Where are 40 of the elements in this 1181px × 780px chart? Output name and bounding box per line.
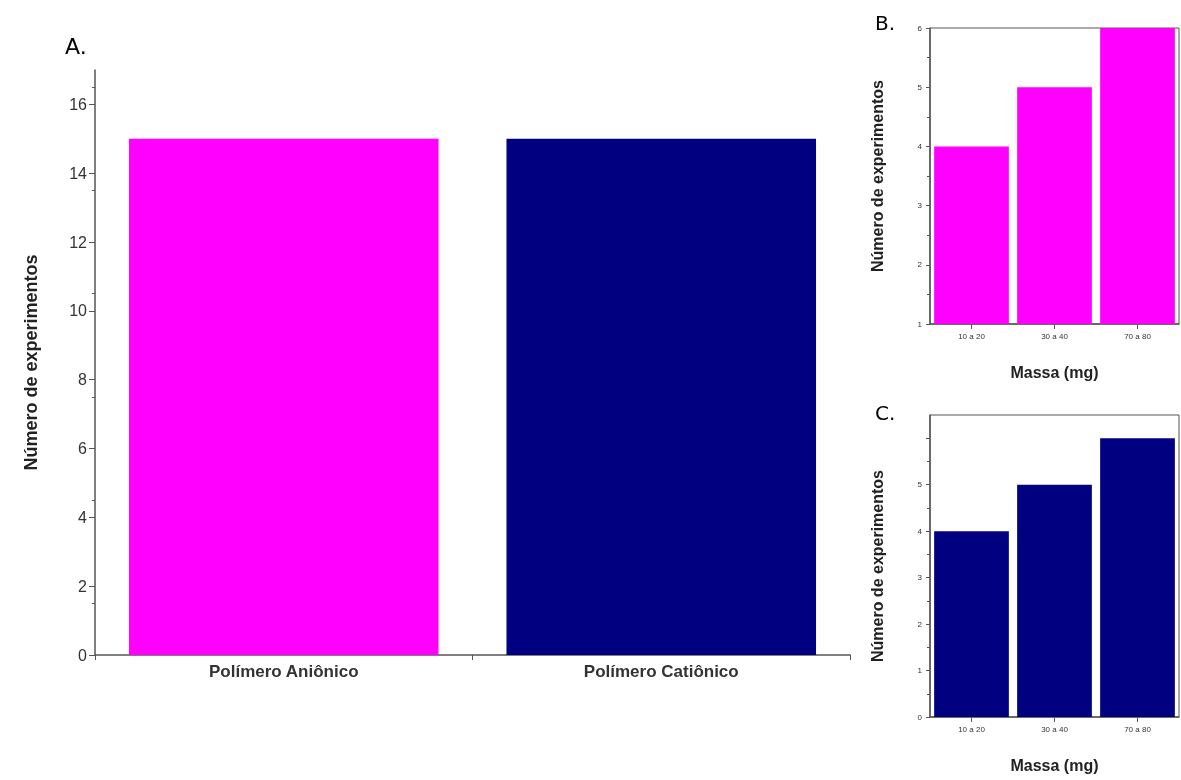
chart-title: B. [875, 11, 896, 35]
x-tick-label: 70 a 80 [1124, 331, 1152, 341]
y-tick-label: 6 [78, 440, 88, 458]
y-tick-label: 14 [69, 164, 88, 182]
x-axis-title: Massa (mg) [1010, 756, 1099, 774]
y-tick-label: 2 [78, 577, 88, 595]
y-tick-label: 3 [917, 201, 923, 211]
x-axis-title: Massa (mg) [1010, 363, 1099, 381]
y-tick-label: 5 [917, 480, 923, 490]
y-tick-label: 10 [69, 302, 88, 320]
y-tick-label: 8 [78, 371, 88, 389]
y-axis-title: Número de experimentos [868, 79, 886, 273]
y-tick-label: 2 [917, 619, 923, 629]
y-tick-label: 3 [917, 573, 923, 583]
chart-title: A. [65, 33, 87, 59]
y-tick-label: 0 [78, 646, 88, 664]
x-tick-label: Polímero Aniônico [208, 662, 359, 681]
x-tick-label: 70 a 80 [1124, 724, 1152, 734]
chart-title: C. [875, 401, 896, 425]
y-tick-label: 6 [917, 23, 923, 33]
bar [1017, 484, 1092, 717]
bar [1100, 438, 1175, 717]
x-tick-label: 10 a 20 [958, 331, 986, 341]
x-tick-label: 30 a 40 [1041, 331, 1069, 341]
y-tick-label: 4 [78, 508, 88, 526]
x-tick-label: Polímero Catiônico [583, 662, 739, 681]
y-axis-title: Número de experimentos [21, 254, 41, 471]
y-tick-label: 12 [69, 233, 88, 251]
y-tick-label: 0 [917, 712, 923, 722]
x-tick-label: 30 a 40 [1041, 724, 1069, 734]
y-axis-title: Número de experimentos [868, 469, 886, 663]
y-tick-label: 1 [917, 666, 923, 676]
y-tick-label: 4 [917, 141, 923, 151]
y-tick-label: 5 [917, 82, 923, 92]
y-tick-label: 16 [69, 95, 88, 113]
y-tick-label: 4 [917, 526, 923, 536]
x-tick-label: 10 a 20 [958, 724, 986, 734]
y-tick-label: 2 [917, 260, 923, 270]
y-tick-label: 1 [917, 319, 923, 329]
bar [934, 531, 1009, 717]
